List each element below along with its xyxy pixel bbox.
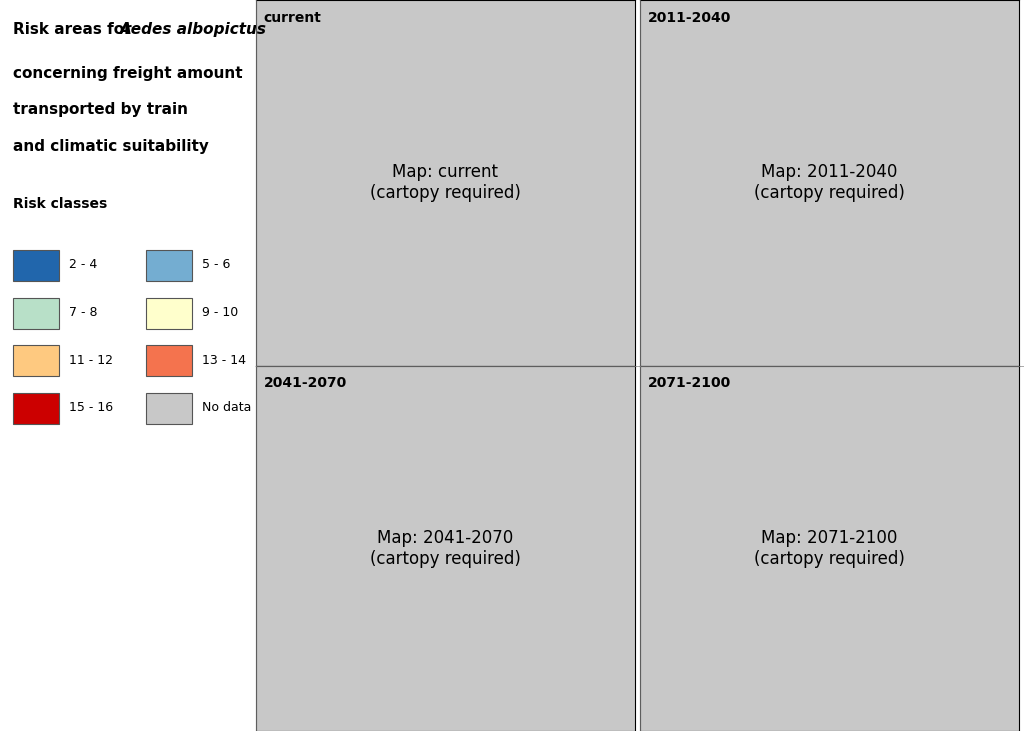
Text: No data: No data xyxy=(203,401,252,414)
Text: Map: 2041-2070
(cartopy required): Map: 2041-2070 (cartopy required) xyxy=(370,529,521,568)
Bar xyxy=(12,393,58,424)
Text: 2071-2100: 2071-2100 xyxy=(647,376,731,390)
Bar xyxy=(12,346,58,376)
Text: Map: current
(cartopy required): Map: current (cartopy required) xyxy=(370,163,521,202)
Text: 5 - 6: 5 - 6 xyxy=(203,259,230,271)
Text: 15 - 16: 15 - 16 xyxy=(69,401,114,414)
Bar xyxy=(146,393,193,424)
Text: 9 - 10: 9 - 10 xyxy=(203,306,239,319)
Bar xyxy=(12,298,58,329)
Text: Map: 2071-2100
(cartopy required): Map: 2071-2100 (cartopy required) xyxy=(754,529,905,568)
Text: 2011-2040: 2011-2040 xyxy=(647,11,731,25)
Text: Risk areas for: Risk areas for xyxy=(12,22,136,37)
Text: current: current xyxy=(263,11,322,25)
Text: and climatic suitability: and climatic suitability xyxy=(12,139,209,154)
Text: Aedes albopictus: Aedes albopictus xyxy=(121,22,267,37)
Text: Map: 2011-2040
(cartopy required): Map: 2011-2040 (cartopy required) xyxy=(754,163,905,202)
Text: 13 - 14: 13 - 14 xyxy=(203,354,246,366)
Text: Risk classes: Risk classes xyxy=(12,197,108,211)
Bar xyxy=(12,251,58,281)
Text: 11 - 12: 11 - 12 xyxy=(69,354,113,366)
Bar xyxy=(146,346,193,376)
Bar xyxy=(146,251,193,281)
Text: 7 - 8: 7 - 8 xyxy=(69,306,97,319)
Text: 2 - 4: 2 - 4 xyxy=(69,259,97,271)
Text: transported by train: transported by train xyxy=(12,102,187,118)
Text: concerning freight amount: concerning freight amount xyxy=(12,66,243,81)
Bar xyxy=(146,298,193,329)
Text: 2041-2070: 2041-2070 xyxy=(263,376,347,390)
